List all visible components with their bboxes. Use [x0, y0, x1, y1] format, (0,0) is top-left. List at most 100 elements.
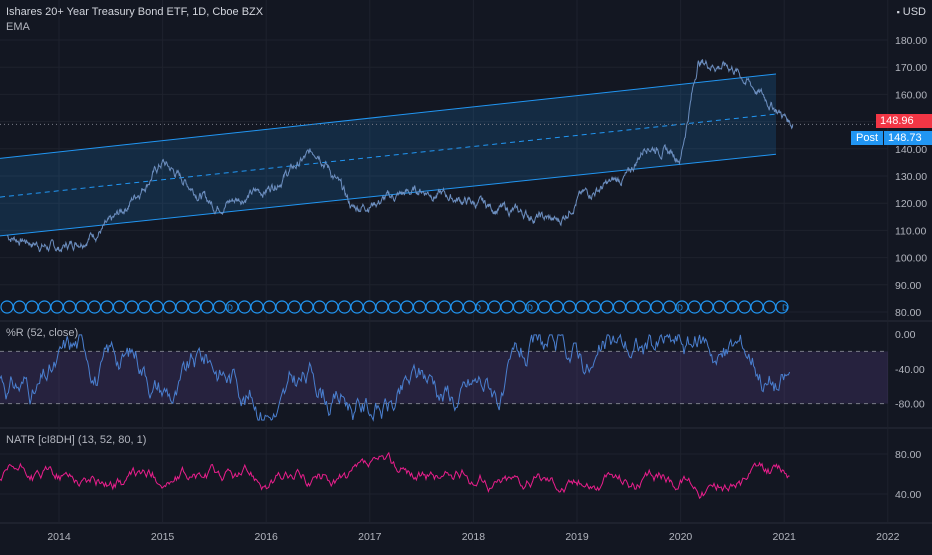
price-line [6, 59, 794, 253]
natr-pane-label[interactable]: NATR [cI8DH] (13, 52, 80, 1) [6, 434, 147, 446]
x-tick-label: 2016 [255, 531, 279, 543]
channel-lower-line [0, 153, 777, 237]
wr-y-tick-label: -80.00 [895, 399, 925, 411]
y-tick-label: 90.00 [895, 280, 921, 292]
y-tick-label: 110.00 [895, 225, 926, 237]
dividend-marker [100, 300, 114, 314]
y-tick-label: 80.00 [895, 307, 921, 319]
natr-y-tick-label: 40.00 [895, 489, 921, 501]
dividend-marker-letter: D [677, 304, 683, 313]
dividend-marker [412, 300, 427, 314]
dividend-marker-letter: D [475, 304, 481, 313]
dividend-marker [50, 300, 64, 314]
y-tick-label: 140.00 [895, 144, 927, 156]
dividend-marker [237, 300, 252, 314]
dividend-marker [537, 300, 552, 314]
y-tick-label: 160.00 [895, 89, 927, 101]
dividend-marker [562, 300, 577, 314]
y-tick-label: 170.00 [895, 62, 927, 74]
symbol-title[interactable]: Ishares 20+ Year Treasury Bond ETF, 1D, … [6, 6, 264, 18]
dividend-marker [325, 300, 339, 314]
dividend-marker [400, 300, 414, 314]
dividend-marker [700, 300, 714, 314]
dividend-marker [575, 300, 589, 314]
dividend-marker [775, 300, 789, 314]
dividend-marker [387, 300, 402, 314]
wr-pane-label[interactable]: %R (52, close) [6, 327, 79, 339]
dividend-marker [350, 300, 364, 314]
currency-label: USD [902, 6, 926, 18]
wr-y-tick-label: 0.00 [895, 329, 916, 341]
natr-line [0, 451, 790, 500]
dividend-marker [762, 300, 777, 314]
wr-line [0, 333, 791, 422]
dividend-marker [300, 300, 314, 314]
dividend-marker [12, 300, 27, 314]
dividend-marker-letter: D [527, 304, 533, 313]
channel-upper-line [0, 73, 777, 159]
post-price-tag: 148.73 [884, 131, 932, 145]
dividend-marker [112, 300, 127, 314]
dividend-marker [25, 300, 39, 314]
dividend-marker [512, 300, 527, 314]
dividend-marker [150, 300, 164, 314]
dividend-marker [37, 300, 52, 314]
dividend-marker [0, 300, 14, 314]
dividend-marker [287, 300, 302, 314]
dividend-marker [725, 300, 739, 314]
y-tick-label: 180.00 [895, 35, 927, 47]
channel-mid-line [0, 113, 777, 198]
dividend-marker [200, 300, 214, 314]
y-tick-label: 100.00 [895, 253, 927, 265]
dividend-marker [162, 300, 177, 314]
x-tick-label: 2020 [669, 531, 693, 543]
dividend-marker [62, 300, 77, 314]
dividend-marker [362, 300, 377, 314]
y-tick-label: 130.00 [895, 171, 927, 183]
post-label: Post [850, 131, 883, 145]
dividend-marker [187, 300, 202, 314]
dividend-marker-letter: D [782, 304, 788, 313]
x-tick-label: 2022 [876, 531, 900, 543]
dividend-marker [175, 300, 189, 314]
dividend-marker [262, 300, 277, 314]
dividend-marker [462, 300, 477, 314]
dividend-marker [250, 300, 264, 314]
dividend-marker [312, 300, 327, 314]
dividend-marker [75, 300, 89, 314]
dividend-marker [712, 300, 727, 314]
dividend-marker [650, 300, 664, 314]
x-tick-label: 2014 [47, 531, 71, 543]
dividend-marker [487, 300, 502, 314]
currency-selector[interactable]: ▪ USD [897, 6, 926, 18]
x-tick-label: 2021 [773, 531, 797, 543]
dividend-marker [600, 300, 614, 314]
dividend-marker [375, 300, 389, 314]
indicator-label-ema[interactable]: EMA [6, 21, 30, 33]
y-tick-label: 120.00 [895, 198, 927, 210]
dividend-marker [425, 300, 439, 314]
dividend-marker [550, 300, 564, 314]
dividend-marker [612, 300, 627, 314]
dividend-marker [625, 300, 639, 314]
dividend-marker [212, 300, 227, 314]
dividend-marker [137, 300, 152, 314]
dividend-marker [337, 300, 352, 314]
dividend-marker [637, 300, 652, 314]
dividend-marker [587, 300, 602, 314]
dividend-marker [87, 300, 102, 314]
last-price-tag: 148.96 [876, 114, 932, 128]
currency-lock-icon: ▪ [896, 7, 900, 17]
x-tick-label: 2015 [151, 531, 175, 543]
dividend-marker [437, 300, 452, 314]
wr-y-tick-label: -40.00 [895, 364, 925, 376]
dividend-marker [125, 300, 139, 314]
x-tick-label: 2019 [565, 531, 589, 543]
dividend-marker [500, 300, 514, 314]
dividend-marker [275, 300, 289, 314]
dividend-marker [737, 300, 752, 314]
natr-y-tick-label: 80.00 [895, 449, 921, 461]
dividend-marker [662, 300, 677, 314]
